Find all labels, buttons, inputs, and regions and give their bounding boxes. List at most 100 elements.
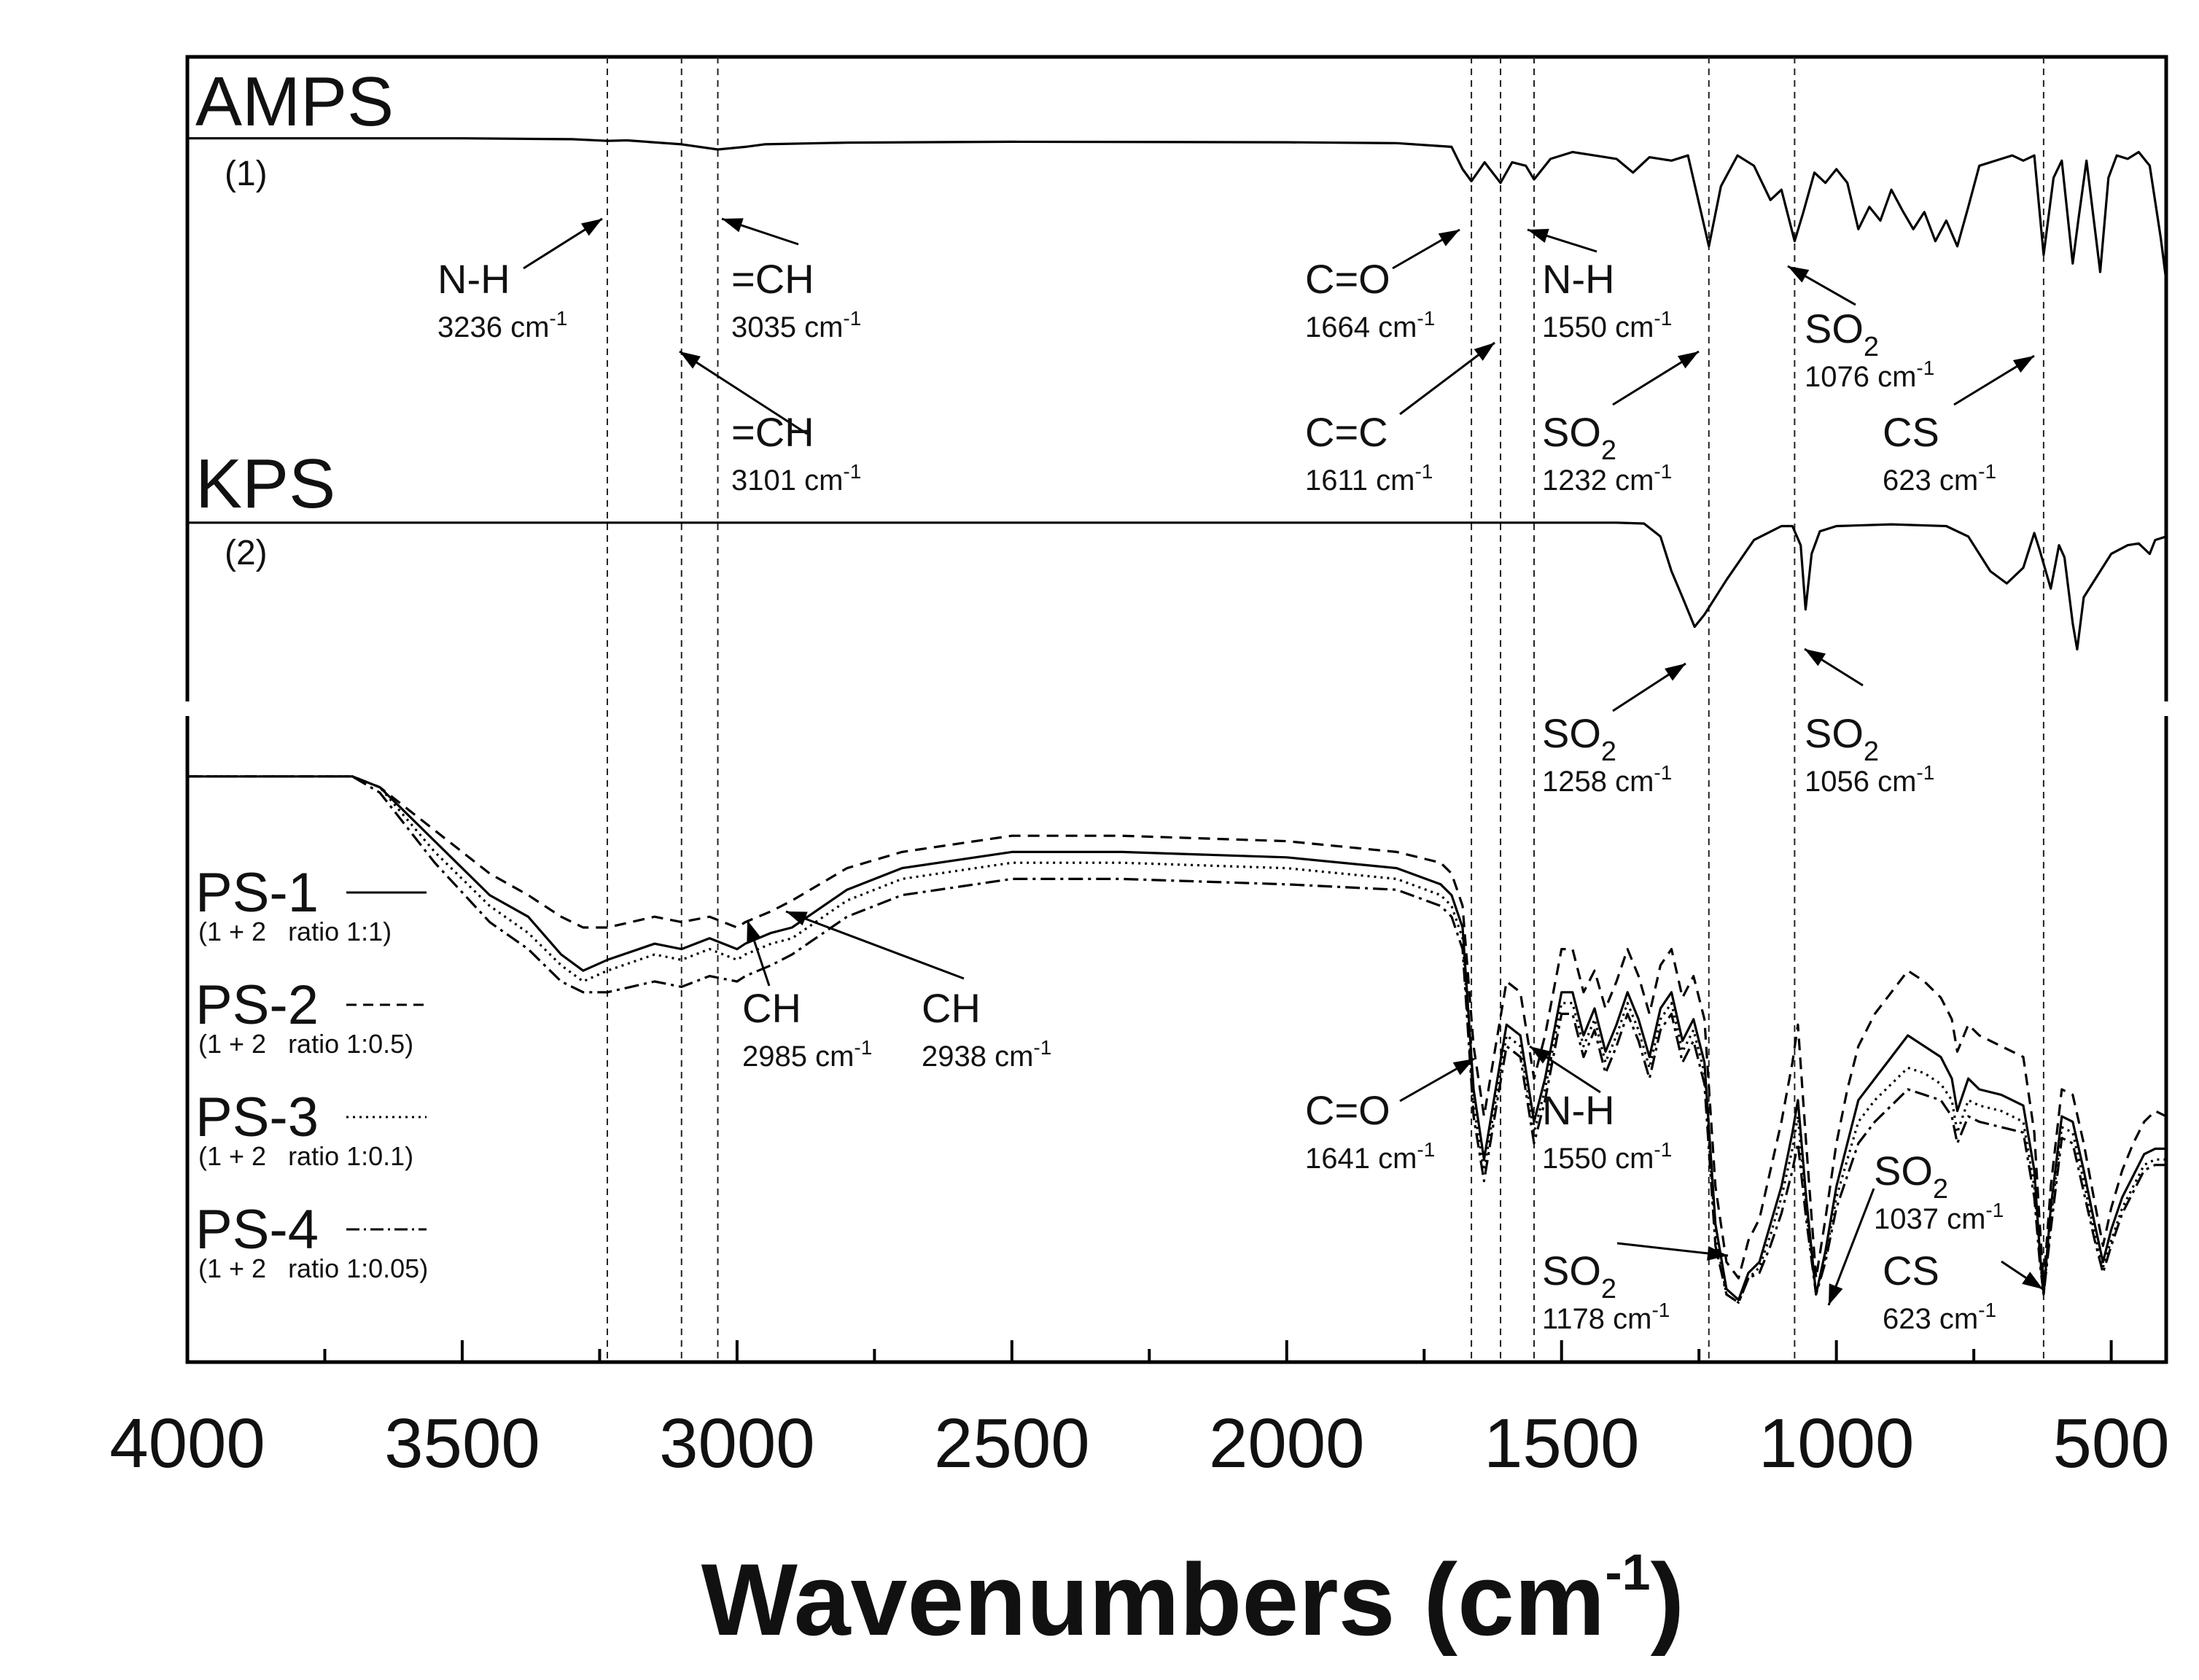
annotation-label-amps-so2-1076: SO2 — [1805, 306, 1879, 362]
annotation-value-amps-ch-3035: 3035 cm-1 — [731, 307, 861, 343]
plot-frame — [185, 55, 2168, 1364]
annotation-arrowhead-amps-c-c-1611 — [1474, 343, 1495, 361]
annotation-label-sub: 2 — [1864, 332, 1879, 362]
annotation-label-amps-ch-3101: =CH — [731, 409, 814, 455]
panel-title-kps: KPS — [195, 445, 335, 523]
series-line-ps-4 — [187, 775, 2166, 1304]
annotation-label-text: SO — [1542, 710, 1601, 756]
annotation-value-ps-so2-1037: 1037 cm-1 — [1874, 1199, 2004, 1235]
annotation-label-text: SO — [1542, 1248, 1601, 1294]
annotation-value-ps-so2-1178: 1178 cm-1 — [1542, 1299, 1670, 1335]
annotation-value-text: 3035 cm — [731, 311, 843, 343]
legend-ratio-ps2: (1 + 2 ratio 1:0.5) — [198, 1029, 413, 1059]
annotation-label-text: =CH — [731, 256, 814, 302]
legend-name-ps4: PS-4 — [195, 1199, 319, 1261]
x-tick-label-1500: 1500 — [1484, 1404, 1640, 1482]
annotation-arrows — [523, 217, 2044, 1306]
annotation-value-amps-ch-3101: 3101 cm-1 — [731, 460, 861, 497]
panel-number-amps: (1) — [225, 155, 268, 193]
series-line-ps-3 — [187, 775, 2166, 1304]
annotation-label-kps-so2-1056: SO2 — [1805, 710, 1879, 767]
annotation-value-sup: -1 — [1916, 357, 1934, 379]
annotation-value-text: 1550 cm — [1542, 1143, 1654, 1175]
annotation-label-sub: 2 — [1601, 736, 1616, 767]
annotation-value-sup: -1 — [549, 307, 567, 330]
annotation-label-text: =CH — [731, 409, 814, 455]
annotation-value-sup: -1 — [1654, 460, 1672, 483]
annotation-value-text: 1056 cm — [1805, 766, 1916, 798]
x-tick-label-500: 500 — [2053, 1404, 2170, 1482]
x-axis-title-sup: -1 — [1605, 1544, 1650, 1601]
annotation-label-text: CH — [922, 985, 981, 1031]
annotation-value-sup: -1 — [1417, 307, 1435, 330]
x-axis-title-main: Wavenumbers (cm — [701, 1542, 1606, 1657]
annotation-arrowhead-amps-c-o-1664 — [1438, 230, 1460, 246]
annotation-value-sup: -1 — [1417, 1138, 1435, 1161]
annotation-label-text: CS — [1883, 409, 1939, 455]
annotation-arrowhead-ps-so2-1037 — [1829, 1283, 1843, 1305]
annotation-value-text: 623 cm — [1883, 464, 1978, 497]
annotation-label-sub: 2 — [1933, 1174, 1948, 1205]
annotation-value-sup: -1 — [1916, 761, 1934, 784]
annotation-label-sub: 2 — [1601, 1274, 1616, 1304]
annotation-value-sup: -1 — [1654, 307, 1672, 330]
annotation-label-text: C=O — [1305, 256, 1390, 302]
annotation-value-text: 1550 cm — [1542, 311, 1654, 343]
annotation-arrowhead-ps-ch-2938 — [786, 911, 808, 926]
annotation-value-text: 623 cm — [1883, 1303, 1978, 1335]
annotation-label-text: SO — [1874, 1148, 1933, 1194]
annotation-arrowhead-kps-so2-1056 — [1805, 649, 1826, 666]
series-line-ps-2 — [187, 775, 2167, 1286]
legend-ratio-ps4: (1 + 2 ratio 1:0.05) — [198, 1253, 428, 1283]
annotation-arrowhead-amps-ch-3101 — [680, 351, 701, 369]
annotation-value-ps-ch-2985: 2985 cm-1 — [742, 1036, 872, 1073]
annotation-label-text: SO — [1805, 710, 1864, 756]
annotation-value-amps-cs-623: 623 cm-1 — [1883, 460, 1996, 497]
annotation-value-sup: -1 — [1414, 460, 1433, 483]
annotation-label-text: N-H — [1542, 256, 1615, 302]
annotation-value-text: 1037 cm — [1874, 1203, 1985, 1235]
spectra — [187, 137, 2168, 1304]
annotation-value-text: 1076 cm — [1805, 361, 1916, 393]
annotation-arrowhead-ps-c-o-1641 — [1452, 1059, 1474, 1076]
annotation-label-ps-so2-1178: SO2 — [1542, 1248, 1616, 1304]
x-axis-title: Wavenumbers (cm-1) — [701, 1542, 1685, 1657]
annotation-label-amps-c-o-1664: C=O — [1305, 256, 1390, 302]
annotation-arrowhead-amps-cs-623 — [2012, 356, 2034, 373]
annotation-label-text: SO — [1542, 409, 1601, 455]
annotation-value-text: 1611 cm — [1305, 464, 1414, 497]
annotation-value-amps-c-c-1611: 1611 cm-1 — [1305, 460, 1433, 497]
annotation-arrowhead-amps-ch-3035 — [722, 218, 744, 233]
annotation-label-amps-ch-3035: =CH — [731, 256, 814, 302]
annotation-label-text: N-H — [437, 256, 510, 302]
annotation-value-amps-so2-1076: 1076 cm-1 — [1805, 357, 1934, 393]
panel-number-kps: (2) — [225, 534, 268, 572]
annotation-value-sup: -1 — [1033, 1036, 1051, 1059]
annotation-label-amps-so2-1232: SO2 — [1542, 409, 1616, 466]
annotation-value-text: 1178 cm — [1542, 1303, 1651, 1335]
annotation-label-text: CH — [742, 985, 801, 1031]
x-tick-label-2500: 2500 — [934, 1404, 1090, 1482]
annotation-value-sup: -1 — [1978, 460, 1996, 483]
annotation-label-text: C=C — [1305, 409, 1388, 455]
x-tick-label-2000: 2000 — [1209, 1404, 1365, 1482]
annotation-value-sup: -1 — [1651, 1299, 1670, 1321]
annotation-value-text: 2985 cm — [742, 1041, 854, 1073]
annotation-value-text: 1258 cm — [1542, 766, 1654, 798]
annotation-value-sup: -1 — [1985, 1199, 2004, 1221]
annotation-arrow-ps-ch-2938 — [785, 910, 965, 980]
annotation-arrowhead-amps-n-h-3236 — [580, 219, 602, 236]
annotation-label-sub: 2 — [1601, 435, 1616, 466]
annotation-value-text: 1641 cm — [1305, 1143, 1417, 1175]
x-tick-label-3000: 3000 — [659, 1404, 815, 1482]
annotation-value-sup: -1 — [843, 460, 861, 483]
annotation-label-sub: 2 — [1864, 736, 1879, 767]
annotation-label-amps-c-c-1611: C=C — [1305, 409, 1388, 455]
annotation-value-sup: -1 — [1654, 1138, 1672, 1161]
annotation-value-sup: -1 — [843, 307, 861, 330]
legend-name-ps1: PS-1 — [195, 862, 319, 924]
panel-title-amps: AMPS — [195, 63, 394, 141]
annotation-value-ps-c-o-1641: 1641 cm-1 — [1305, 1138, 1435, 1175]
